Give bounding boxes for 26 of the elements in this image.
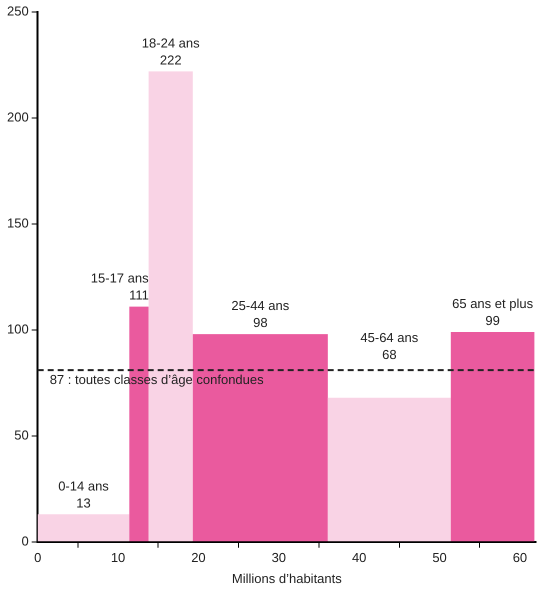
- y-tick-label: 50: [14, 427, 29, 442]
- data-label: 222: [160, 52, 182, 68]
- x-tick-label: 20: [191, 550, 206, 566]
- y-tick-label: 0: [21, 533, 29, 548]
- x-tick-label: 0: [34, 550, 42, 566]
- x-axis-title: Millions d’habitants: [232, 570, 342, 586]
- x-tick-label: 10: [110, 550, 126, 566]
- data-label: 68: [382, 347, 397, 362]
- category-label: 15-17 ans: [90, 270, 149, 286]
- x-tick-label: 40: [352, 550, 366, 566]
- y-tick-label: 150: [6, 216, 29, 230]
- category-label: 65 ans et plus: [452, 296, 534, 312]
- data-label: 98: [253, 315, 268, 330]
- y-tick-label: 250: [6, 4, 29, 19]
- category-label: 45-64 ans: [360, 330, 418, 346]
- y-tick-label: 200: [6, 110, 29, 125]
- data-label: 111: [129, 288, 149, 303]
- y-tick-label: 100: [6, 321, 29, 336]
- x-tick-label: 30: [272, 550, 286, 566]
- category-label: 18-24 ans: [142, 35, 200, 50]
- category-label: 25-44 ans: [231, 298, 290, 314]
- x-tick-label: 60: [512, 550, 528, 566]
- data-label: 99: [485, 313, 500, 328]
- x-tick-label: 50: [432, 550, 447, 566]
- category-label: 0-14 ans: [58, 478, 109, 494]
- data-label: 13: [76, 495, 91, 510]
